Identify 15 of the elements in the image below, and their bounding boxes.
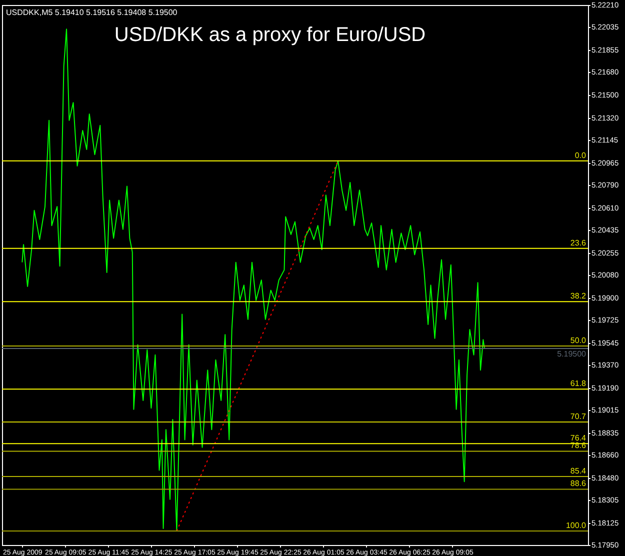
annotation: 61.8 (570, 379, 587, 388)
annotation: 88.6 (570, 479, 587, 488)
annotation: 78.6 (570, 441, 587, 450)
annotation: 70.7 (570, 412, 587, 422)
annotation: 100.0 (566, 521, 587, 530)
ref-line-label: 5.19500 (557, 350, 587, 359)
annotation: 38.2 (570, 292, 587, 301)
annotation: 76.4 (570, 434, 587, 443)
text: USD/DKK as a proxy for Euro/USD (114, 24, 426, 46)
line-series (22, 28, 486, 532)
annotation: 23.6 (570, 238, 587, 248)
annotation: 0.0 (574, 150, 587, 160)
annotation: 50.0 (570, 336, 587, 345)
annotation: 85.4 (570, 466, 587, 476)
annotation: USDDKK,M5 5.19410 5.19516 5.19408 5.19500 (6, 8, 178, 17)
